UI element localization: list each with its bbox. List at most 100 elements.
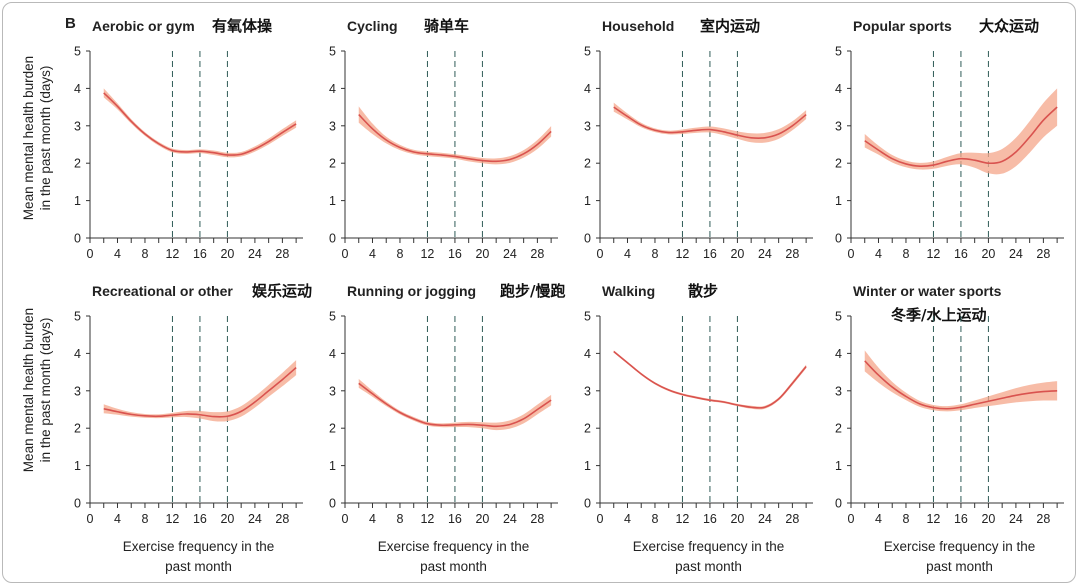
y-tick-label: 5 (835, 45, 842, 59)
x-axis-label-line-2: past month (165, 559, 232, 574)
x-tick-label: 12 (420, 247, 434, 261)
x-tick-label: 16 (954, 512, 968, 526)
subplot-title: Walking (602, 283, 655, 299)
x-tick-label: 8 (396, 247, 403, 261)
y-tick-label: 3 (835, 384, 842, 398)
x-tick-label: 4 (114, 247, 121, 261)
subplot-title-cn: 冬季/水上运动 (891, 306, 986, 324)
series-line (103, 367, 297, 418)
subplot-title-cn: 有氧体操 (212, 17, 273, 35)
x-tick-label: 0 (342, 512, 349, 526)
x-tick-label: 20 (475, 512, 489, 526)
y-tick-label: 2 (74, 422, 81, 436)
y-tick-label: 1 (329, 459, 336, 473)
y-tick-label: 4 (74, 82, 81, 96)
x-tick-label: 16 (448, 512, 462, 526)
x-tick-label: 8 (141, 247, 148, 261)
series-line (864, 360, 1058, 410)
x-tick-label: 16 (193, 247, 207, 261)
x-tick-label: 12 (926, 247, 940, 261)
x-axis-label-line-1: Exercise frequency in the (123, 539, 275, 554)
x-tick-label: 20 (220, 247, 234, 261)
confidence-band (358, 378, 552, 431)
x-axis-label-line-2: past month (420, 559, 487, 574)
y-tick-label: 5 (74, 310, 81, 324)
x-tick-label: 28 (275, 247, 289, 261)
x-tick-label: 12 (675, 247, 689, 261)
y-tick-label: 4 (329, 82, 336, 96)
x-tick-label: 28 (1036, 247, 1050, 261)
x-axis-label-line-1: Exercise frequency in the (378, 539, 530, 554)
y-tick-label: 4 (584, 347, 591, 361)
y-tick-label: 0 (584, 497, 591, 511)
subplot-title: Popular sports (853, 18, 952, 34)
series-line (864, 106, 1058, 168)
x-tick-label: 20 (730, 247, 744, 261)
x-tick-label: 0 (597, 512, 604, 526)
x-tick-label: 20 (981, 512, 995, 526)
y-tick-label: 5 (329, 310, 336, 324)
x-tick-label: 4 (624, 247, 631, 261)
series-line (358, 114, 552, 163)
x-tick-label: 28 (530, 247, 544, 261)
x-tick-label: 16 (703, 512, 717, 526)
y-tick-label: 4 (74, 347, 81, 361)
x-tick-label: 0 (848, 247, 855, 261)
subplot-title: Winter or water sports (853, 283, 1002, 299)
y-tick-label: 0 (584, 232, 591, 246)
y-tick-label: 1 (329, 194, 336, 208)
y-tick-label: 1 (835, 194, 842, 208)
x-axis-label-line-1: Exercise frequency in the (633, 539, 785, 554)
x-tick-label: 16 (703, 247, 717, 261)
y-tick-label: 5 (584, 310, 591, 324)
y-tick-label: 3 (74, 384, 81, 398)
x-tick-label: 8 (902, 512, 909, 526)
y-tick-label: 4 (835, 82, 842, 96)
y-tick-label: 4 (584, 82, 591, 96)
x-tick-label: 24 (1009, 512, 1023, 526)
x-tick-label: 0 (87, 247, 94, 261)
x-tick-label: 8 (396, 512, 403, 526)
x-tick-label: 8 (651, 247, 658, 261)
x-tick-label: 28 (1036, 512, 1050, 526)
y-tick-label: 0 (329, 232, 336, 246)
x-tick-label: 0 (848, 512, 855, 526)
x-tick-label: 4 (369, 512, 376, 526)
y-tick-label: 1 (74, 194, 81, 208)
subplot-title-cn: 室内运动 (700, 17, 760, 35)
series-line (103, 92, 297, 156)
subplot-title: Cycling (347, 18, 398, 34)
x-tick-label: 12 (165, 512, 179, 526)
x-tick-label: 24 (758, 247, 772, 261)
x-tick-label: 20 (475, 247, 489, 261)
subplot-title-cn: 散步 (688, 282, 718, 300)
subplot-title: Aerobic or gym (92, 18, 195, 34)
x-tick-label: 8 (651, 512, 658, 526)
series-line (613, 106, 807, 139)
y-tick-label: 4 (835, 347, 842, 361)
subplot-title-cn: 骑单车 (424, 17, 469, 35)
y-tick-label: 2 (835, 157, 842, 171)
y-tick-label: 3 (835, 119, 842, 133)
series-line (358, 382, 552, 428)
x-tick-label: 24 (758, 512, 772, 526)
x-tick-label: 24 (503, 247, 517, 261)
x-tick-label: 24 (248, 512, 262, 526)
y-tick-label: 1 (584, 194, 591, 208)
x-tick-label: 12 (926, 512, 940, 526)
y-tick-label: 3 (584, 119, 591, 133)
y-tick-label: 1 (584, 459, 591, 473)
x-tick-label: 24 (503, 512, 517, 526)
x-tick-label: 0 (87, 512, 94, 526)
x-tick-label: 12 (165, 247, 179, 261)
y-tick-label: 0 (835, 232, 842, 246)
confidence-band (613, 102, 807, 143)
x-tick-label: 20 (981, 247, 995, 261)
x-tick-label: 4 (369, 247, 376, 261)
x-axis-label-line-1: Exercise frequency in the (884, 539, 1036, 554)
